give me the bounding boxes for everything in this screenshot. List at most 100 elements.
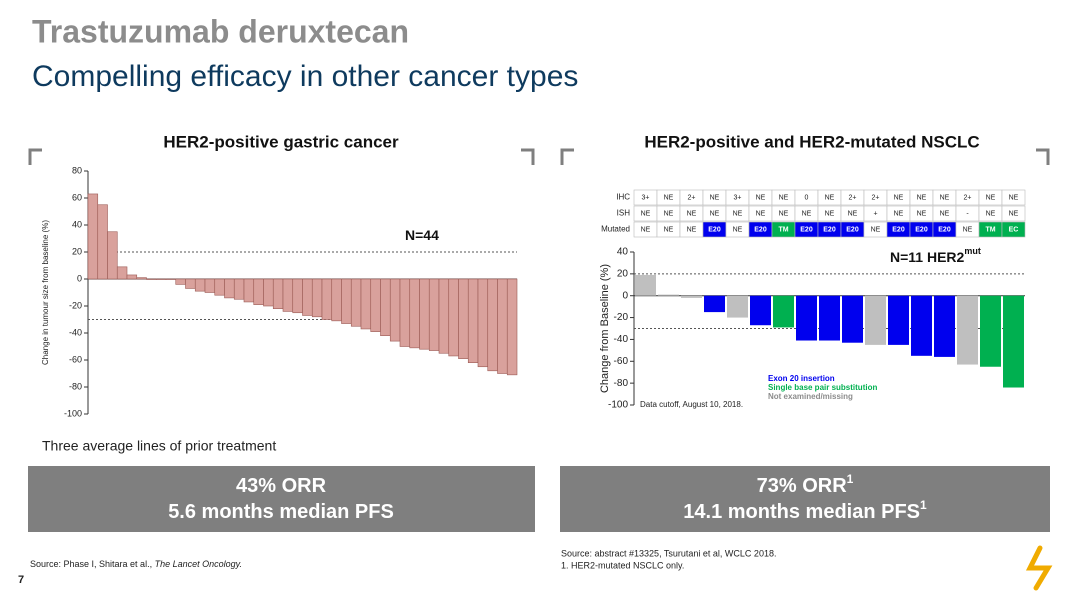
bar — [957, 295, 978, 365]
table-cell-text: NE — [779, 210, 789, 217]
y-tick-label: 60 — [72, 192, 82, 202]
table-cell-text: 0 — [805, 194, 809, 201]
bar — [635, 274, 656, 296]
table-cell — [1001, 189, 1026, 206]
summary: 14.1 months median PFS1 — [683, 498, 927, 523]
summary: 43% ORR — [236, 475, 327, 497]
bar — [980, 295, 1001, 367]
legend-entry: Not examined/missing — [768, 392, 853, 401]
table-cell-text: NE — [802, 210, 812, 217]
table-cell-text: 2+ — [688, 194, 696, 201]
bar — [704, 295, 725, 313]
table-cell-text: NE — [710, 194, 720, 201]
table-cell-text: E20 — [915, 226, 928, 233]
note: Three average lines of prior treatment — [42, 438, 276, 454]
table-cell-text: NE — [779, 194, 789, 201]
bar — [311, 278, 323, 318]
table-cell-text: NE — [894, 194, 904, 201]
table-cell-text: NE — [917, 210, 927, 217]
left-panel-frame — [28, 148, 535, 165]
table-cell-text: 2+ — [849, 194, 857, 201]
table-cell-text: EC — [1009, 226, 1019, 233]
table-cell-text: NE — [825, 210, 835, 217]
y-tick-label: -100 — [64, 408, 82, 418]
table-cell-text: NE — [871, 226, 881, 233]
table-cell-text: NE — [687, 226, 697, 233]
bar — [146, 278, 157, 280]
chart-title: HER2-positive gastric cancer — [163, 132, 399, 151]
bar — [658, 294, 679, 296]
y-axis-label: Change from Baseline (%) — [599, 264, 611, 393]
table-cell-text: NE — [917, 194, 927, 201]
bar — [796, 295, 817, 341]
bar — [331, 278, 342, 322]
summary-text: 73% ORR — [757, 475, 848, 497]
table-cell — [1001, 221, 1026, 238]
summary-text: 43% ORR — [236, 475, 327, 497]
bar — [175, 278, 186, 285]
bar — [487, 278, 498, 372]
table-cell-text: NE — [986, 194, 996, 201]
table-cell-text: NE — [963, 226, 973, 233]
y-tick-label: -40 — [614, 334, 629, 345]
y-tick-label: -80 — [614, 378, 629, 389]
bar — [350, 278, 362, 327]
summary-box — [560, 466, 1050, 532]
bar — [409, 278, 420, 349]
summary: 73% ORR1 — [757, 472, 854, 497]
table-cell — [1001, 205, 1026, 222]
bar — [911, 295, 932, 356]
table-cell-text: 3+ — [642, 194, 650, 201]
table-cell-text: - — [966, 210, 969, 217]
table-cell-text: E20 — [823, 226, 836, 233]
bar — [477, 278, 489, 368]
bar — [467, 278, 479, 363]
y-tick-label: 80 — [72, 165, 82, 175]
table-cell-text: NE — [733, 210, 743, 217]
chart-title: HER2-positive and HER2-mutated NSCLC — [644, 132, 979, 151]
y-tick-label: 0 — [622, 290, 628, 301]
summary-text: 14.1 months median PFS — [683, 501, 920, 523]
table-cell-text: NE — [825, 194, 835, 201]
bar — [341, 278, 352, 324]
bar — [214, 278, 225, 296]
footnote-journal: The Lancet Oncology. — [155, 559, 242, 569]
bar — [865, 295, 886, 345]
table-row-label: ISH — [617, 209, 631, 218]
bar — [165, 278, 177, 280]
annotation: N=44 — [405, 227, 439, 243]
bar — [224, 278, 235, 299]
summary: 5.6 months median PFS — [168, 501, 394, 523]
bar — [458, 278, 469, 359]
bar — [842, 295, 863, 343]
bar — [155, 278, 167, 280]
y-tick-label: -100 — [608, 400, 628, 411]
bar — [438, 278, 450, 354]
table-cell-text: E20 — [708, 226, 721, 233]
bar — [185, 278, 196, 289]
bar — [506, 278, 518, 376]
bar — [282, 278, 294, 312]
table-cell-text: NE — [756, 194, 766, 201]
bar — [773, 295, 794, 328]
table-cell-text: 3+ — [734, 194, 742, 201]
bar — [116, 266, 128, 280]
slide-title: Trastuzumab deruxtecan — [32, 13, 409, 49]
slide-subtitle: Compelling efficacy in other cancer type… — [32, 60, 578, 93]
legend-entry: Single base pair substitution — [768, 383, 877, 392]
legend-entry: Exon 20 insertion — [768, 374, 835, 383]
bar — [253, 278, 264, 305]
bar — [934, 295, 955, 357]
bar — [419, 278, 430, 350]
y-tick-label: -20 — [614, 312, 629, 323]
table-cell-text: 2+ — [872, 194, 880, 201]
summary-sup: 1 — [847, 472, 854, 486]
right-panel-frame — [560, 148, 1050, 165]
y-tick-label: 40 — [617, 247, 629, 258]
table-cell-text: NE — [664, 194, 674, 201]
bar — [136, 277, 147, 280]
bar — [681, 295, 702, 298]
bar — [126, 274, 138, 280]
bar — [727, 295, 748, 318]
